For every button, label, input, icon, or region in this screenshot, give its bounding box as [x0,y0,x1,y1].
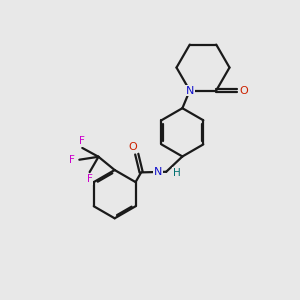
Text: H: H [173,168,180,178]
Text: F: F [79,136,85,146]
Text: O: O [239,85,248,95]
Text: N: N [186,85,194,95]
Text: N: N [154,167,162,177]
Text: F: F [87,174,93,184]
Text: O: O [129,142,138,152]
Text: F: F [69,155,75,165]
